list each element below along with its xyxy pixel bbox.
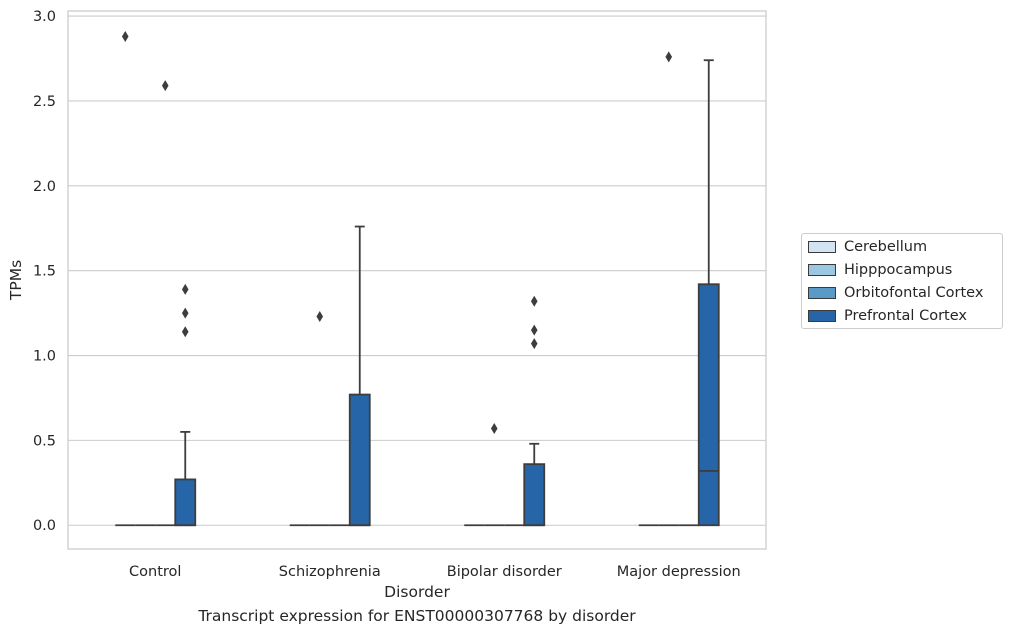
x-tick-label: Bipolar disorder: [447, 564, 562, 580]
box-hipppocampus: [658, 51, 679, 527]
outlier-point: [530, 324, 538, 336]
box-iqr: [348, 393, 371, 527]
outlier-point: [530, 295, 538, 307]
legend-item: Prefrontal Cortex: [808, 306, 967, 326]
box-iqr: [697, 283, 720, 527]
legend-label: Cerebellum: [844, 239, 928, 255]
legend-label: Prefrontal Cortex: [844, 308, 967, 324]
box-prefrontal-cortex: [174, 283, 197, 527]
y-tick-label: 3.0: [33, 9, 56, 25]
x-tick-labels: Control Schizophrenia Bipolar disorder Majo…: [129, 564, 741, 580]
legend-swatch: [808, 287, 836, 299]
outlier-point: [316, 310, 324, 322]
y-tick-label: 0.0: [33, 518, 56, 534]
y-tick-label: 1.5: [33, 264, 56, 280]
y-tick-label: 0.5: [33, 433, 56, 449]
box-hipppocampus: [309, 310, 330, 527]
box-prefrontal-cortex: [348, 225, 371, 527]
x-tick-label: Schizophrenia: [279, 564, 381, 580]
box-prefrontal-cortex: [523, 295, 546, 527]
outlier-point: [490, 423, 498, 435]
x-tick-label: Major depression: [617, 564, 741, 580]
outlier-point: [181, 307, 189, 319]
legend-item: Cerebellum: [808, 237, 927, 257]
box-orbitofontal-cortex: [155, 80, 176, 527]
box-cerebellum: [115, 30, 136, 527]
y-tick-label: 2.5: [33, 94, 56, 110]
legend-swatch: [808, 241, 836, 253]
legend-item: Orbitofontal Cortex: [808, 283, 983, 303]
legend-label: Orbitofontal Cortex: [844, 285, 984, 301]
legend-swatch: [808, 310, 836, 322]
outlier-point: [121, 30, 129, 42]
x-tick-label: Control: [129, 564, 181, 580]
outlier-point: [530, 338, 538, 350]
legend-label: Hipppocampus: [844, 262, 953, 278]
outlier-point: [181, 326, 189, 338]
y-tick-label: 1.0: [33, 349, 56, 365]
plot-area: [67, 10, 767, 550]
legend-swatch: [808, 264, 836, 276]
outlier-point: [161, 80, 169, 92]
figure-caption: Transcript expression for ENST0000030776…: [198, 607, 636, 625]
box-layer: [115, 30, 720, 527]
y-axis-label: TPMs: [7, 260, 25, 301]
x-axis-label: Disorder: [384, 583, 450, 601]
outlier-point: [181, 283, 189, 295]
box-hipppocampus: [484, 423, 505, 527]
outlier-point: [665, 51, 673, 63]
y-tick-labels: 0.0 0.5 1.0 1.5 2.0 2.5 3.0: [33, 9, 56, 534]
legend-item: Hipppocampus: [808, 260, 952, 280]
box-prefrontal-cortex: [697, 59, 720, 527]
box-iqr: [174, 478, 197, 527]
box-iqr: [523, 463, 546, 527]
legend: Cerebellum Hipppocampus Orbitofontal Corte…: [801, 233, 1003, 329]
y-tick-label: 2.0: [33, 179, 56, 195]
